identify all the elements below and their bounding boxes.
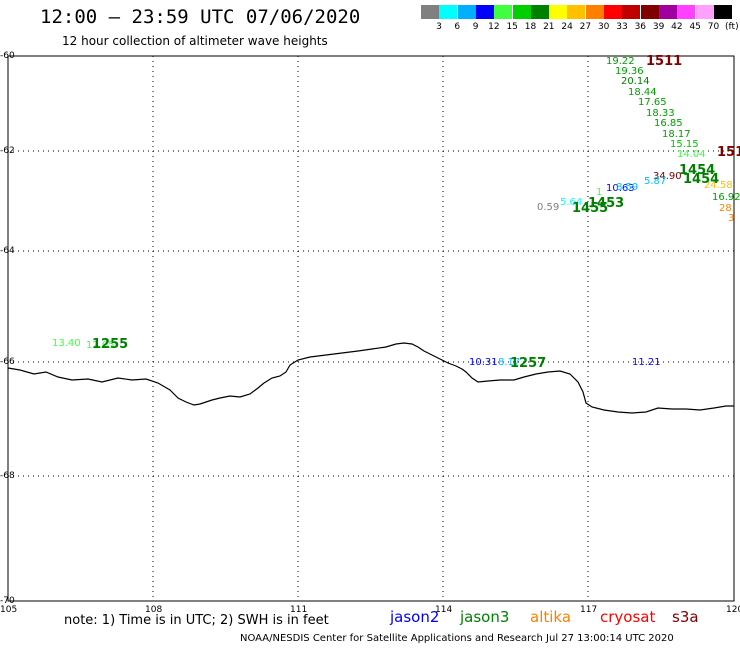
legend-label: 9 [472,22,479,32]
wave-height-label: 5.87 [644,176,667,187]
longitude-label: 120 [726,605,740,615]
credit-line: NOAA/NESDIS Center for Satellite Applica… [240,633,674,644]
wave-height-label: 18.17 [662,129,691,140]
wave-height-label: 10.31 [469,357,498,368]
legend-label: 45 [689,22,701,32]
legend-label: 36 [634,22,647,32]
wave-height-label: 12.05 [86,340,115,351]
wave-height-label: 19.36 [615,66,644,77]
latitude-label: -70 [0,596,15,606]
wave-height-label: 18.33 [646,108,675,119]
pass-time-label: 151 [717,145,740,160]
legend-label: 27 [579,22,592,32]
wave-height-label: 16.92 [712,192,740,203]
pass-time-label: 1511 [646,54,683,69]
legend-label: 18 [524,22,537,32]
legend-label: 30 [597,22,610,32]
page-subtitle: 12 hour collection of altimeter wave hei… [62,34,328,48]
legend-swatch [695,5,714,19]
legend-swatch [457,5,476,19]
legend-unit: (ft) [725,22,739,32]
wave-height-label: 16.85 [654,118,683,129]
legend-label: 21 [543,22,555,32]
legend-swatch [640,5,659,19]
wave-height-label: 3 [728,213,735,224]
legend-label: 39 [652,22,665,32]
legend-swatch [439,5,458,19]
longitude-label: 114 [435,605,453,615]
legend-label: 70 [707,22,720,32]
mission-cryosat: cryosat [600,608,656,626]
legend-swatch [494,5,513,19]
antarctic-coastline [7,342,734,414]
mission-jason3: jason3 [460,608,510,626]
mission-altika: altika [530,608,572,626]
pass-time-label: 1453 [588,196,625,211]
wave-height-label: 5.64 [560,197,583,208]
wave-height-label: 14.04 [677,149,706,160]
legend-label: 42 [671,22,683,32]
note-text: note: 1) Time is in UTC; 2) SWH is in fe… [64,613,329,628]
gridlines [8,56,734,601]
wave-height-label: 0.59 [537,202,560,213]
legend-label: 12 [488,22,500,32]
legend-label: 6 [454,22,461,32]
legend-swatch [677,5,696,19]
pass-time-label: 1455 [572,201,609,216]
latitude-label: -60 [0,51,15,61]
latitude-label: -66 [0,357,15,367]
pass-time-label: 1255 [92,337,129,352]
wave-height-label: 1 [596,187,603,198]
wave-height-label: 34.90 [653,171,682,182]
legend-swatch [549,5,568,19]
wave-height-label: 18.44 [628,87,657,98]
longitude-label: 105 [0,605,18,615]
legend-swatch [585,5,604,19]
latitude-label: -68 [0,471,15,481]
legend-label: 15 [506,22,518,32]
legend-swatch [512,5,531,19]
legend-label: 3 [436,22,442,32]
page-title: 12:00 – 23:59 UTC 07/06/2020 [40,6,361,28]
map-frame [7,55,735,602]
legend-swatch [658,5,677,19]
legend-swatch [604,5,622,19]
longitude-label: 108 [145,605,163,615]
wave-height-label: 8.59 [616,182,639,193]
pass-time-label: 1257 [510,356,547,371]
longitude-label: 117 [580,605,598,615]
legend-label: 33 [616,22,628,32]
legend-swatch [622,5,641,19]
legend-swatch [713,5,732,19]
wave-height-label: 24.58 [704,180,733,191]
wave-height-label: 10.63 [606,183,635,194]
wave-height-label: 11.21 [632,357,661,368]
legend-swatch [530,5,549,19]
legend-swatch [475,5,494,19]
wave-height-label: 13.40 [52,338,81,349]
latitude-label: -62 [0,146,15,156]
wave-height-label: 28. [719,203,735,214]
wave-height-label: 15.15 [670,139,699,150]
legend-label: 24 [561,22,573,32]
legend-swatch [567,5,586,19]
longitude-label: 111 [290,605,308,615]
mission-s3a: s3a [672,608,699,626]
wave-height-label: 20.14 [621,76,650,87]
pass-time-label: 1454 [683,172,720,187]
latitude-label: -64 [0,246,15,256]
wave-height-label: 8.17 [498,357,521,368]
wave-height-label: 17.65 [638,97,667,108]
legend-swatch [421,5,439,19]
pass-time-label: 1454 [679,163,716,178]
mission-jason2: jason2 [390,608,440,626]
wave-height-label: 19.22 [606,56,635,67]
